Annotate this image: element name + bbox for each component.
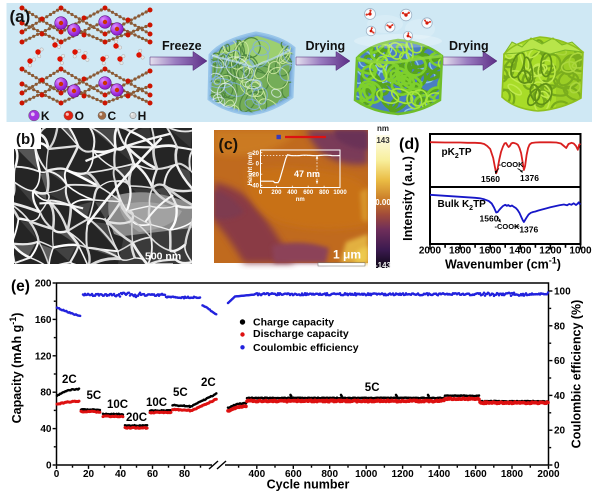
svg-text:O: O [75, 109, 84, 123]
svg-text:Bulk K2TP: Bulk K2TP [438, 199, 487, 212]
svg-text:Height (nm): Height (nm) [248, 152, 254, 185]
svg-text:0: 0 [554, 461, 560, 472]
svg-text:1000: 1000 [355, 469, 378, 480]
svg-text:500 nm: 500 nm [145, 251, 181, 263]
svg-text:800: 800 [321, 469, 338, 480]
svg-text:(c): (c) [219, 137, 239, 154]
svg-text:1560: 1560 [481, 174, 500, 184]
svg-text:1600: 1600 [479, 246, 502, 257]
svg-text:10C: 10C [107, 399, 128, 411]
svg-text:20C: 20C [126, 412, 147, 424]
svg-text:5C: 5C [365, 382, 380, 394]
svg-text:400: 400 [287, 190, 298, 196]
svg-text:600: 600 [303, 190, 314, 196]
svg-text:H: H [138, 109, 147, 123]
svg-text:120: 120 [35, 351, 52, 362]
svg-text:5C: 5C [87, 390, 102, 402]
svg-text:2C: 2C [201, 377, 216, 389]
svg-text:Drying: Drying [306, 39, 346, 53]
svg-text:(a): (a) [10, 7, 31, 26]
svg-text:1376: 1376 [519, 225, 538, 235]
svg-text:Coulombic efficiency: Coulombic efficiency [253, 342, 359, 354]
svg-text:5C: 5C [173, 387, 188, 399]
svg-text:2C: 2C [62, 374, 77, 386]
svg-text:1200: 1200 [391, 469, 414, 480]
svg-text:K: K [41, 109, 50, 123]
svg-text:200: 200 [271, 190, 282, 196]
svg-text:40: 40 [40, 424, 52, 435]
svg-text:Drying: Drying [449, 39, 489, 53]
svg-text:1200: 1200 [539, 246, 562, 257]
svg-text:80: 80 [40, 388, 52, 399]
svg-text:60: 60 [147, 469, 159, 480]
svg-text:40: 40 [115, 469, 127, 480]
svg-text:2000: 2000 [419, 246, 442, 257]
svg-text:1 μm: 1 μm [333, 248, 361, 262]
svg-text:1800: 1800 [449, 246, 472, 257]
svg-text:200: 200 [35, 279, 52, 290]
svg-text:-20: -20 [250, 172, 259, 178]
svg-text:Intensity (a.u.): Intensity (a.u.) [401, 156, 415, 241]
svg-text:Charge capacity: Charge capacity [253, 317, 334, 329]
svg-text:1000: 1000 [569, 246, 592, 257]
svg-text:0: 0 [46, 461, 52, 472]
svg-text:(e): (e) [11, 278, 30, 295]
svg-text:0: 0 [256, 162, 260, 168]
svg-text:1560: 1560 [480, 214, 499, 224]
svg-text:1600: 1600 [464, 469, 487, 480]
svg-text:0: 0 [259, 190, 263, 196]
svg-text:80: 80 [554, 321, 566, 332]
svg-text:47 nm: 47 nm [294, 169, 320, 179]
svg-text:-COOK: -COOK [495, 222, 521, 231]
svg-text:-COOK: -COOK [499, 160, 525, 169]
svg-text:160: 160 [35, 315, 52, 326]
svg-text:40: 40 [554, 391, 566, 402]
svg-text:1800: 1800 [501, 469, 524, 480]
svg-text:600: 600 [285, 469, 302, 480]
svg-text:nm: nm [296, 197, 305, 203]
svg-text:Cycle number: Cycle number [267, 478, 350, 492]
svg-text:80: 80 [179, 469, 191, 480]
svg-text:Discharge capacity: Discharge capacity [253, 328, 349, 340]
svg-text:pK2TP: pK2TP [442, 147, 472, 160]
svg-text:10C: 10C [146, 397, 167, 409]
svg-text:400: 400 [248, 469, 265, 480]
svg-text:-40: -40 [250, 184, 259, 190]
svg-text:Capacity (mAh g-1): Capacity (mAh g-1) [8, 313, 24, 424]
svg-text:0: 0 [54, 469, 60, 480]
svg-text:C: C [108, 109, 117, 123]
svg-text:1376: 1376 [520, 173, 539, 183]
svg-text:20: 20 [554, 426, 566, 437]
svg-text:Freeze: Freeze [162, 39, 202, 53]
svg-text:1000: 1000 [333, 190, 347, 196]
svg-text:60: 60 [554, 356, 566, 367]
svg-text:20: 20 [252, 151, 259, 157]
svg-text:Wavenumber (cm-1): Wavenumber (cm-1) [445, 256, 561, 272]
svg-text:1400: 1400 [509, 246, 532, 257]
svg-text:2000: 2000 [537, 469, 560, 480]
svg-text:100: 100 [554, 287, 571, 298]
svg-text:1400: 1400 [428, 469, 451, 480]
svg-text:800: 800 [319, 190, 330, 196]
svg-text:20: 20 [83, 469, 95, 480]
svg-text:(b): (b) [16, 131, 35, 148]
svg-text:(d): (d) [399, 136, 419, 153]
svg-text:Coulombic efficiency (%): Coulombic efficiency (%) [570, 300, 584, 449]
